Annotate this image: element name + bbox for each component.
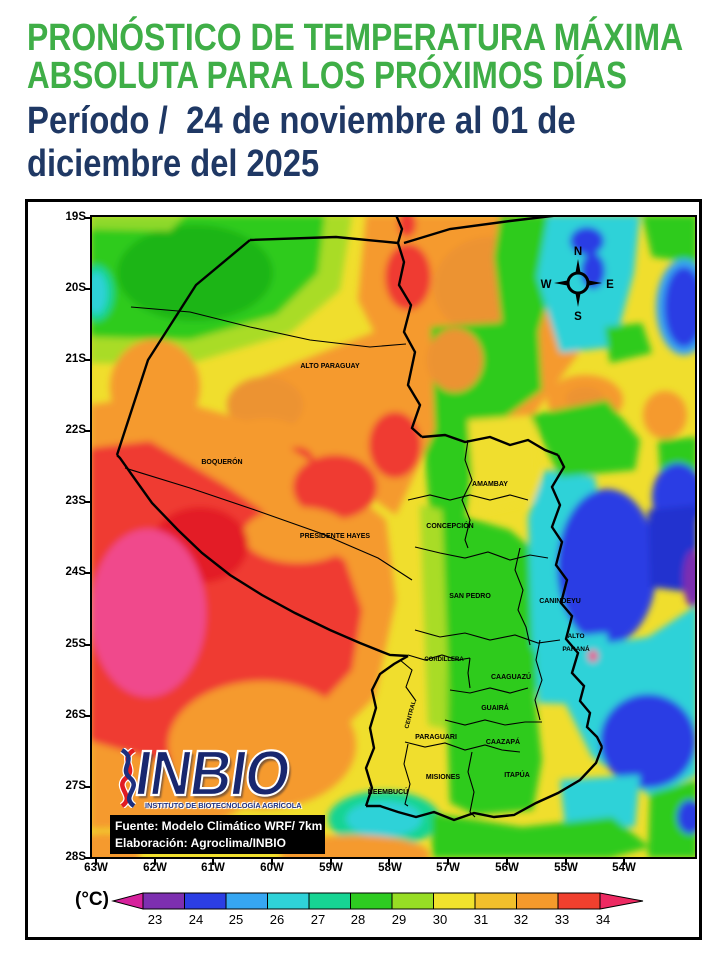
svg-text:CAAGUAZÚ: CAAGUAZÚ bbox=[491, 672, 531, 681]
svg-text:W: W bbox=[541, 279, 552, 291]
svg-text:BOQUERÓN: BOQUERÓN bbox=[201, 457, 242, 466]
svg-text:ITAPÚA: ITAPÚA bbox=[504, 770, 530, 779]
svg-text:AMAMBAY: AMAMBAY bbox=[472, 481, 508, 488]
svg-text:S: S bbox=[574, 311, 582, 323]
svg-text:PARAGUARI: PARAGUARI bbox=[415, 734, 457, 741]
svg-text:ALTO PARAGUAY: ALTO PARAGUAY bbox=[300, 363, 360, 370]
svg-text:GUAIRÁ: GUAIRÁ bbox=[481, 703, 509, 712]
svg-text:E: E bbox=[606, 279, 614, 291]
svg-text:CANINDEYU: CANINDEYU bbox=[539, 598, 581, 605]
svg-text:CAAZAPÁ: CAAZAPÁ bbox=[486, 737, 520, 746]
svg-text:ALTO: ALTO bbox=[567, 633, 584, 640]
svg-text:N: N bbox=[574, 246, 582, 258]
svg-text:(°C): (°C) bbox=[75, 889, 109, 910]
svg-text:CORDILLERA: CORDILLERA bbox=[424, 657, 464, 663]
svg-text:PRESIDENTE HAYES: PRESIDENTE HAYES bbox=[300, 533, 370, 540]
svg-text:MISIONES: MISIONES bbox=[426, 774, 461, 781]
svg-text:PARANÁ: PARANÁ bbox=[562, 644, 590, 653]
svg-text:ÑEEMBUCÚ: ÑEEMBUCÚ bbox=[368, 787, 408, 796]
svg-text:CONCEPCIÓN: CONCEPCIÓN bbox=[426, 521, 473, 530]
svg-text:SAN PEDRO: SAN PEDRO bbox=[449, 593, 491, 600]
